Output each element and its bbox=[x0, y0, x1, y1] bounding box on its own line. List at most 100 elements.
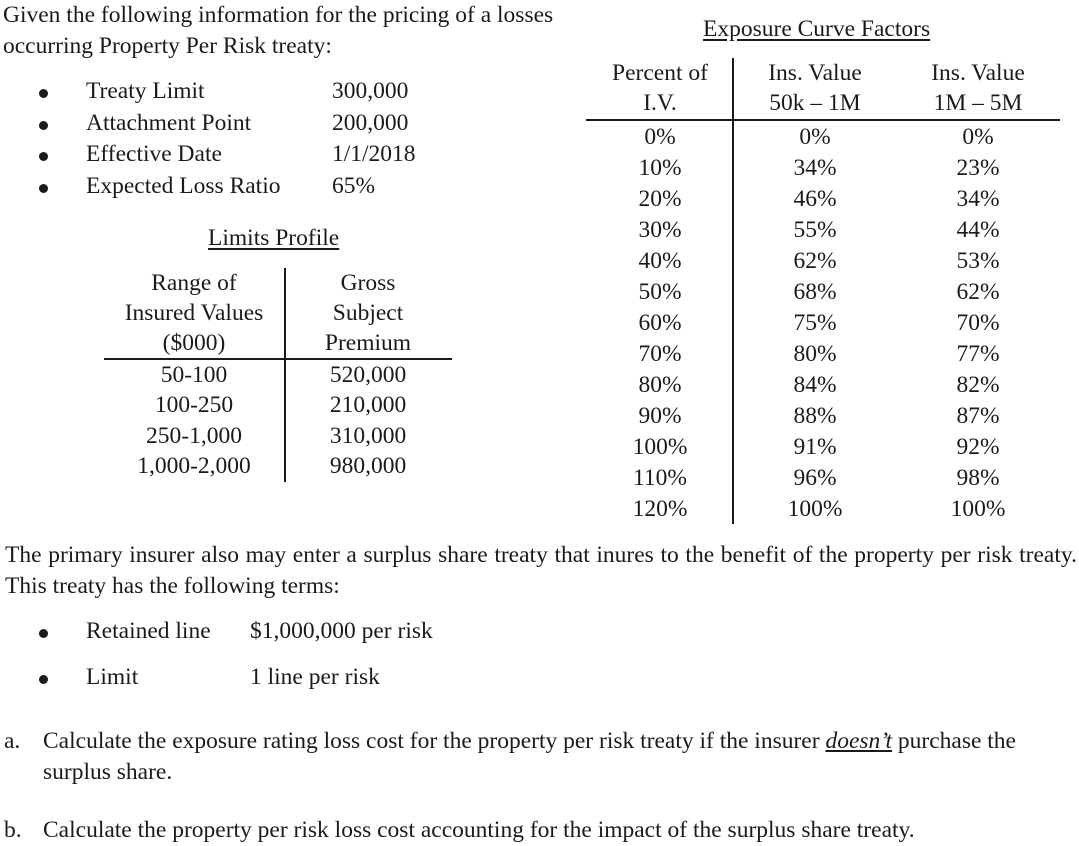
limits-profile-premium-cell: 520,000 bbox=[329, 362, 407, 388]
treaty-info-value: 1/1/2018 bbox=[332, 141, 416, 167]
treaty-info-label: Expected Loss Ratio bbox=[86, 173, 281, 199]
question-letter: a. bbox=[4, 728, 21, 754]
header-divider bbox=[586, 119, 1060, 121]
exposure-curve-table: Percent of I.V. Ins. Value 50k – 1M Ins.… bbox=[586, 58, 1060, 528]
treaty-info-label: Effective Date bbox=[86, 141, 222, 167]
exposure-percent-cell: 110% bbox=[633, 465, 687, 491]
header-line: Gross bbox=[340, 270, 396, 296]
column-divider bbox=[284, 268, 286, 482]
question-text-part: Calculate the exposure rating loss cost … bbox=[43, 728, 826, 754]
question-emphasis: doesn’t bbox=[825, 728, 893, 754]
limits-profile-premium-cell: 210,000 bbox=[329, 392, 407, 418]
exposure-factor-50k-1m-cell: 100% bbox=[787, 496, 843, 522]
limits-profile-premium-cell: 980,000 bbox=[329, 453, 407, 479]
exposure-factor-1m-5m-cell: 82% bbox=[956, 372, 1000, 398]
exposure-percent-cell: 70% bbox=[638, 341, 682, 367]
exposure-percent-cell: 80% bbox=[638, 372, 682, 398]
exposure-percent-cell: 10% bbox=[638, 155, 682, 181]
limits-profile-table: Range of Insured Values ($000) Gross Sub… bbox=[104, 268, 452, 484]
treaty-info-item: Attachment Point 200,000 bbox=[0, 110, 560, 142]
exposure-factor-50k-1m-cell: 91% bbox=[793, 434, 837, 460]
surplus-term-label: Limit bbox=[86, 664, 139, 690]
header-divider bbox=[104, 358, 452, 360]
header-line: I.V. bbox=[643, 90, 677, 116]
header-line: Ins. Value bbox=[768, 60, 862, 86]
exposure-factor-50k-1m-cell: 80% bbox=[793, 341, 837, 367]
exposure-percent-cell: 120% bbox=[632, 496, 688, 522]
question-text: Calculate the exposure rating loss cost … bbox=[43, 726, 1077, 788]
surplus-term-item: Retained line $1,000,000 per risk bbox=[0, 618, 560, 650]
treaty-info-item: Expected Loss Ratio 65% bbox=[0, 173, 560, 205]
surplus-term-value: $1,000,000 per risk bbox=[250, 618, 433, 644]
limits-profile-range-cell: 1,000-2,000 bbox=[137, 453, 251, 479]
treaty-info-item: Effective Date 1/1/2018 bbox=[0, 141, 560, 173]
exposure-factor-1m-5m-cell: 87% bbox=[956, 403, 1000, 429]
question-text: Calculate the property per risk loss cos… bbox=[43, 817, 915, 843]
limits-profile-premium-cell: 310,000 bbox=[329, 423, 407, 449]
surplus-term-value: 1 line per risk bbox=[250, 664, 380, 690]
exposure-factor-50k-1m-cell: 62% bbox=[793, 248, 837, 274]
header-line: Percent of bbox=[612, 60, 708, 86]
header-line: Ins. Value bbox=[931, 60, 1025, 86]
treaty-info-value: 300,000 bbox=[332, 78, 409, 104]
exposure-factor-1m-5m-cell: 62% bbox=[956, 279, 1000, 305]
header-line: Insured Values bbox=[124, 300, 264, 326]
exposure-factor-50k-1m-cell: 96% bbox=[793, 465, 837, 491]
treaty-info-value: 65% bbox=[332, 173, 376, 199]
question-letter: b. bbox=[4, 817, 22, 843]
bullet-icon bbox=[39, 184, 48, 193]
limits-profile-range-cell: 250-1,000 bbox=[146, 423, 242, 449]
exposure-percent-cell: 0% bbox=[644, 124, 676, 150]
question-text-part: purchase the surplus share. bbox=[43, 728, 1016, 785]
exposure-factor-1m-5m-cell: 44% bbox=[956, 217, 1000, 243]
treaty-info-label: Attachment Point bbox=[86, 110, 252, 136]
limits-profile-title: Limits Profile bbox=[208, 225, 340, 251]
header-line: Subject bbox=[332, 300, 404, 326]
exposure-header-1m-5m: Ins. Value 1M – 5M bbox=[896, 58, 1060, 118]
exposure-percent-cell: 100% bbox=[632, 434, 688, 460]
bullet-icon bbox=[39, 121, 48, 130]
exposure-header-percent: Percent of I.V. bbox=[586, 58, 734, 118]
exposure-factor-1m-5m-cell: 34% bbox=[956, 186, 1000, 212]
exposure-percent-cell: 30% bbox=[638, 217, 682, 243]
exposure-factor-1m-5m-cell: 92% bbox=[956, 434, 1000, 460]
surplus-share-paragraph: The primary insurer also may enter a sur… bbox=[5, 542, 1077, 599]
header-line: ($000) bbox=[162, 330, 226, 356]
exposure-percent-cell: 20% bbox=[638, 186, 682, 212]
intro-text: Given the following information for the … bbox=[3, 2, 554, 59]
exposure-curve-title: Exposure Curve Factors bbox=[703, 16, 931, 42]
exposure-factor-1m-5m-cell: 53% bbox=[956, 248, 1000, 274]
header-line: 50k – 1M bbox=[769, 90, 861, 116]
exposure-factor-50k-1m-cell: 34% bbox=[793, 155, 837, 181]
column-divider bbox=[732, 58, 734, 524]
surplus-term-label: Retained line bbox=[86, 618, 211, 644]
treaty-info-value: 200,000 bbox=[332, 110, 409, 136]
exposure-factor-50k-1m-cell: 68% bbox=[793, 279, 837, 305]
treaty-info-label: Treaty Limit bbox=[86, 78, 205, 104]
header-line: Premium bbox=[324, 330, 412, 356]
bullet-icon bbox=[39, 629, 48, 638]
header-line: 1M – 5M bbox=[933, 90, 1023, 116]
exposure-factor-50k-1m-cell: 84% bbox=[793, 372, 837, 398]
limits-profile-header-range: Range of Insured Values ($000) bbox=[104, 268, 284, 358]
limits-profile-header-premium: Gross Subject Premium bbox=[284, 268, 452, 358]
exposure-factor-50k-1m-cell: 46% bbox=[793, 186, 837, 212]
surplus-term-item: Limit 1 line per risk bbox=[0, 664, 560, 696]
exposure-percent-cell: 40% bbox=[638, 248, 682, 274]
exposure-factor-50k-1m-cell: 75% bbox=[793, 310, 837, 336]
exposure-factor-50k-1m-cell: 88% bbox=[793, 403, 837, 429]
exposure-factor-1m-5m-cell: 98% bbox=[956, 465, 1000, 491]
bullet-icon bbox=[39, 152, 48, 161]
exposure-factor-1m-5m-cell: 0% bbox=[962, 124, 994, 150]
exposure-factor-1m-5m-cell: 77% bbox=[956, 341, 1000, 367]
header-line: Range of bbox=[151, 270, 237, 296]
limits-profile-range-cell: 50-100 bbox=[160, 362, 228, 388]
exposure-header-50k-1m: Ins. Value 50k – 1M bbox=[734, 58, 896, 118]
exposure-factor-50k-1m-cell: 55% bbox=[793, 217, 837, 243]
exposure-percent-cell: 90% bbox=[638, 403, 682, 429]
exposure-factor-1m-5m-cell: 23% bbox=[956, 155, 1000, 181]
bullet-icon bbox=[39, 89, 48, 98]
treaty-info-item: Treaty Limit 300,000 bbox=[0, 78, 560, 110]
bullet-icon bbox=[39, 675, 48, 684]
exposure-percent-cell: 50% bbox=[638, 279, 682, 305]
